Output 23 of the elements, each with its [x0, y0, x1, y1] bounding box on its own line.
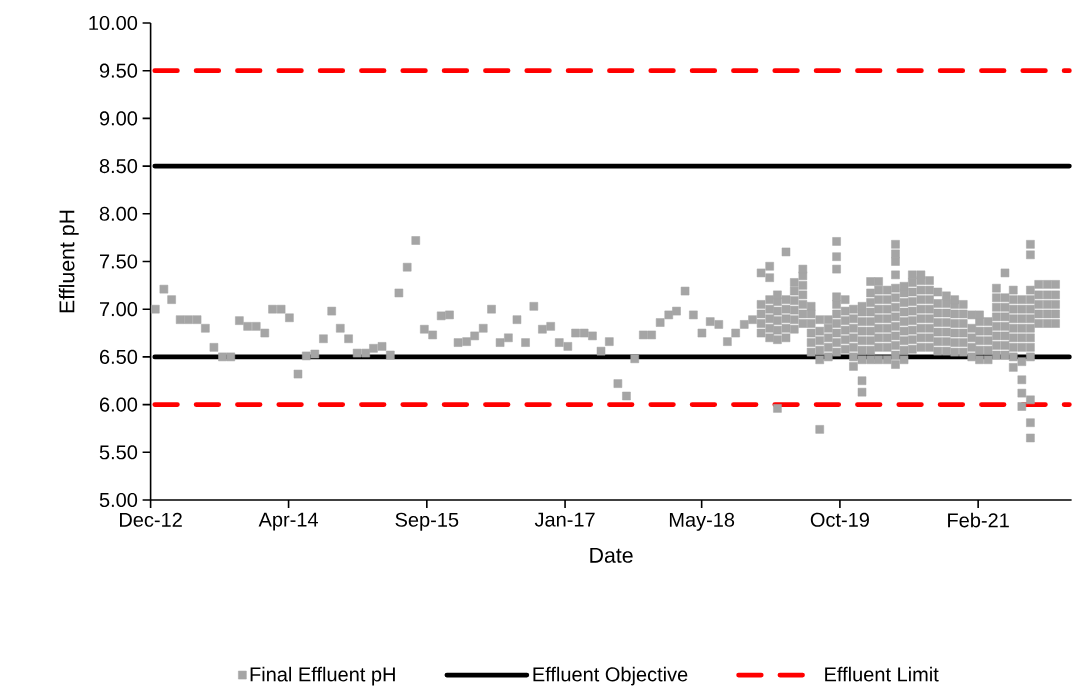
y-tick-label: 9.00 [99, 111, 138, 126]
y-tick-label: 6.00 [99, 397, 138, 412]
x-tick-label: Apr-14 [258, 512, 318, 531]
y-tick-label: 8.00 [99, 206, 138, 221]
x-tick-label: Feb-21 [948, 512, 1009, 528]
y-tick-label: 9.50 [99, 63, 138, 78]
x-tick-label: Dec-12 [120, 512, 182, 527]
x-tick-label: Sep-15 [395, 512, 459, 531]
y-tick-label: 5.00 [99, 492, 138, 508]
legend-label: Effluent Objective [533, 666, 688, 686]
y-tick-label: 7.00 [99, 302, 138, 317]
y-tick-label: 8.50 [99, 159, 138, 174]
x-tick-label: Jan-17 [534, 512, 595, 527]
x-axis-title: Date [590, 547, 633, 563]
legend-label: Final Effluent pH [250, 666, 395, 686]
y-tick-label: 10.00 [89, 15, 138, 31]
x-tick-label: Oct-19 [810, 512, 869, 527]
y-axis-title: Effluent pH [58, 210, 79, 313]
x-tick-label: May-18 [669, 512, 735, 531]
y-tick-label: 7.50 [99, 254, 138, 269]
legend-label: Effluent Limit [825, 666, 939, 682]
y-tick-label: 6.50 [99, 349, 138, 364]
y-tick-label: 5.50 [99, 445, 138, 460]
